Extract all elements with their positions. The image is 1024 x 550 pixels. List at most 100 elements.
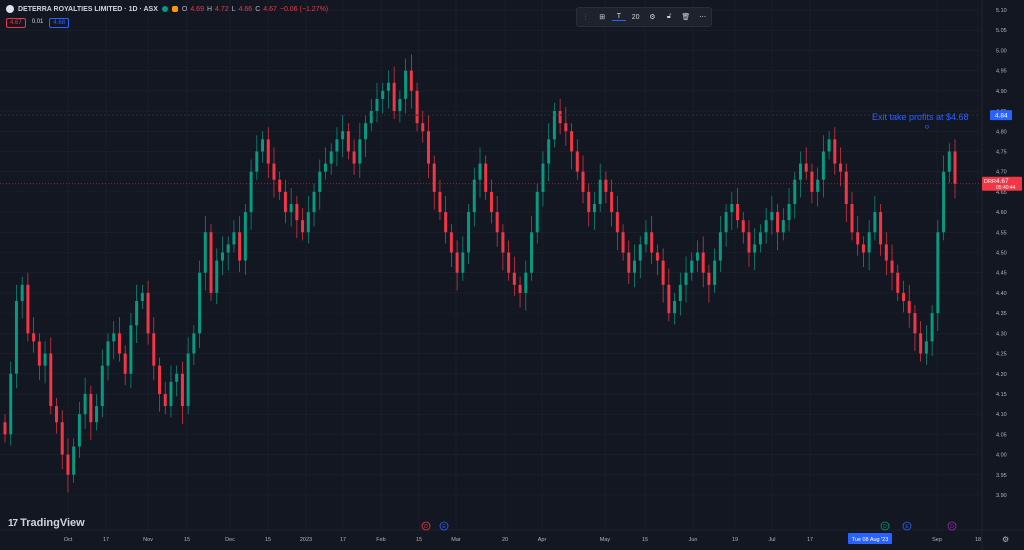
lock-icon[interactable]: 🔓︎	[666, 13, 672, 20]
candle-body	[106, 341, 110, 366]
time-tick-label: 15	[265, 537, 271, 543]
last-price-symbol: DRR	[984, 179, 996, 185]
time-tick-label: 15	[184, 537, 190, 543]
time-tick-label: 17	[340, 537, 346, 543]
candle-body	[209, 232, 213, 293]
price-tick-label: 4.90	[996, 89, 1007, 95]
candle-body	[444, 212, 448, 233]
candle-body	[398, 98, 402, 112]
candle-body	[684, 272, 688, 285]
candle-body	[140, 292, 144, 301]
candle-body	[621, 232, 625, 253]
candle-body	[907, 301, 911, 314]
candle-body	[129, 325, 133, 374]
candle-body	[478, 163, 482, 180]
low-label: L	[231, 5, 236, 13]
candle-body	[495, 212, 499, 233]
data-delay-icon[interactable]	[171, 6, 178, 12]
candle-body	[741, 220, 745, 233]
tradingview-brand[interactable]: 17 TradingView	[8, 517, 85, 529]
price-tick-label: 4.25	[996, 352, 1007, 358]
candle-body	[695, 252, 699, 261]
text-color-icon[interactable]: T	[611, 13, 626, 21]
price-axis: 5.105.055.004.954.904.854.804.754.704.65…	[996, 8, 1007, 499]
trash-icon[interactable]: 🗑︎	[681, 14, 691, 21]
candle-body	[924, 341, 928, 354]
time-tick-label: 20	[502, 537, 508, 543]
candle-body	[896, 272, 900, 293]
symbol-title[interactable]: DETERRA ROYALTIES LIMITED · 1D · ASX	[18, 5, 158, 13]
candle-body	[901, 292, 905, 301]
candle-body	[638, 244, 642, 261]
time-tick-label: Nov	[143, 537, 153, 543]
candle-body	[604, 179, 608, 192]
time-tick-label: May	[600, 537, 611, 543]
time-axis: Oct 17 Nov 15 Dec 15 2023 17 Feb 15 Mar 20 Apr May 15 J…	[64, 537, 981, 543]
more-options-icon[interactable]: ⋯	[699, 14, 707, 21]
candle-body	[884, 244, 888, 261]
candle-body	[95, 406, 99, 423]
annotation-text[interactable]: Exit take profits at $4.68	[872, 112, 969, 122]
candle-body	[375, 98, 379, 112]
drag-handle-icon[interactable]: ⋮	[581, 14, 589, 21]
price-tick-label: 4.65	[996, 190, 1007, 196]
candle-body	[787, 204, 791, 221]
event-marker-icon[interactable]	[421, 521, 431, 531]
candle-body	[323, 163, 327, 172]
candle-body	[392, 82, 396, 112]
candle-body	[49, 353, 53, 407]
candle-body	[135, 301, 139, 326]
candle-body	[438, 191, 442, 213]
candle-body	[592, 204, 596, 213]
candle-body	[232, 232, 236, 245]
candle-body	[203, 232, 207, 273]
candle-body	[249, 171, 253, 213]
candle-body	[564, 123, 568, 132]
event-marker-icon[interactable]	[947, 521, 957, 531]
event-marker-label: E	[905, 524, 909, 530]
candle-body	[426, 131, 430, 164]
font-size-selector[interactable]: 20	[631, 13, 640, 21]
sell-price-button[interactable]: 4.67	[6, 18, 26, 28]
candle-body	[26, 284, 30, 334]
price-tick-label: 4.50	[996, 251, 1007, 257]
candle-body	[152, 333, 156, 366]
close-value: 4.67	[263, 5, 277, 13]
candle-body	[507, 252, 511, 273]
candle-body	[953, 151, 957, 184]
event-marker-icon[interactable]	[902, 521, 912, 531]
template-icon[interactable]: ⊞	[599, 14, 606, 21]
candle-body	[295, 204, 299, 221]
price-tick-label: 4.55	[996, 230, 1007, 236]
time-tick-label: Jul	[768, 537, 775, 543]
time-tick-label: Sep	[932, 537, 942, 543]
time-tick-label: Mar	[451, 537, 461, 543]
price-tick-label: 5.05	[996, 28, 1007, 34]
candle-body	[730, 204, 734, 213]
brand-name: TradingView	[20, 517, 85, 529]
settings-gear-icon[interactable]: ⚙	[649, 14, 656, 21]
event-marker-icon[interactable]	[880, 521, 890, 531]
event-marker-icon[interactable]	[439, 521, 449, 531]
candle-body	[352, 151, 356, 164]
axis-settings-gear-icon[interactable]: ⚙	[1002, 535, 1010, 544]
time-tick-label: 19	[732, 537, 738, 543]
candle-body	[707, 272, 711, 285]
market-status-icon[interactable]	[161, 6, 168, 12]
candle-body	[873, 212, 877, 233]
price-tick-label: 4.35	[996, 311, 1007, 317]
candle-body	[14, 301, 18, 374]
time-tick-label: 18	[975, 537, 981, 543]
spread-value: 0.01	[31, 19, 44, 25]
candle-body	[512, 272, 516, 285]
candle-body	[43, 353, 47, 366]
candle-body	[37, 341, 41, 366]
last-price-value: 4.67	[996, 178, 1009, 185]
candle-body	[289, 204, 293, 213]
buy-price-button[interactable]: 4.68	[49, 18, 70, 28]
candle-body	[364, 123, 368, 140]
candle-body	[861, 244, 865, 253]
price-tick-label: 4.95	[996, 69, 1007, 75]
